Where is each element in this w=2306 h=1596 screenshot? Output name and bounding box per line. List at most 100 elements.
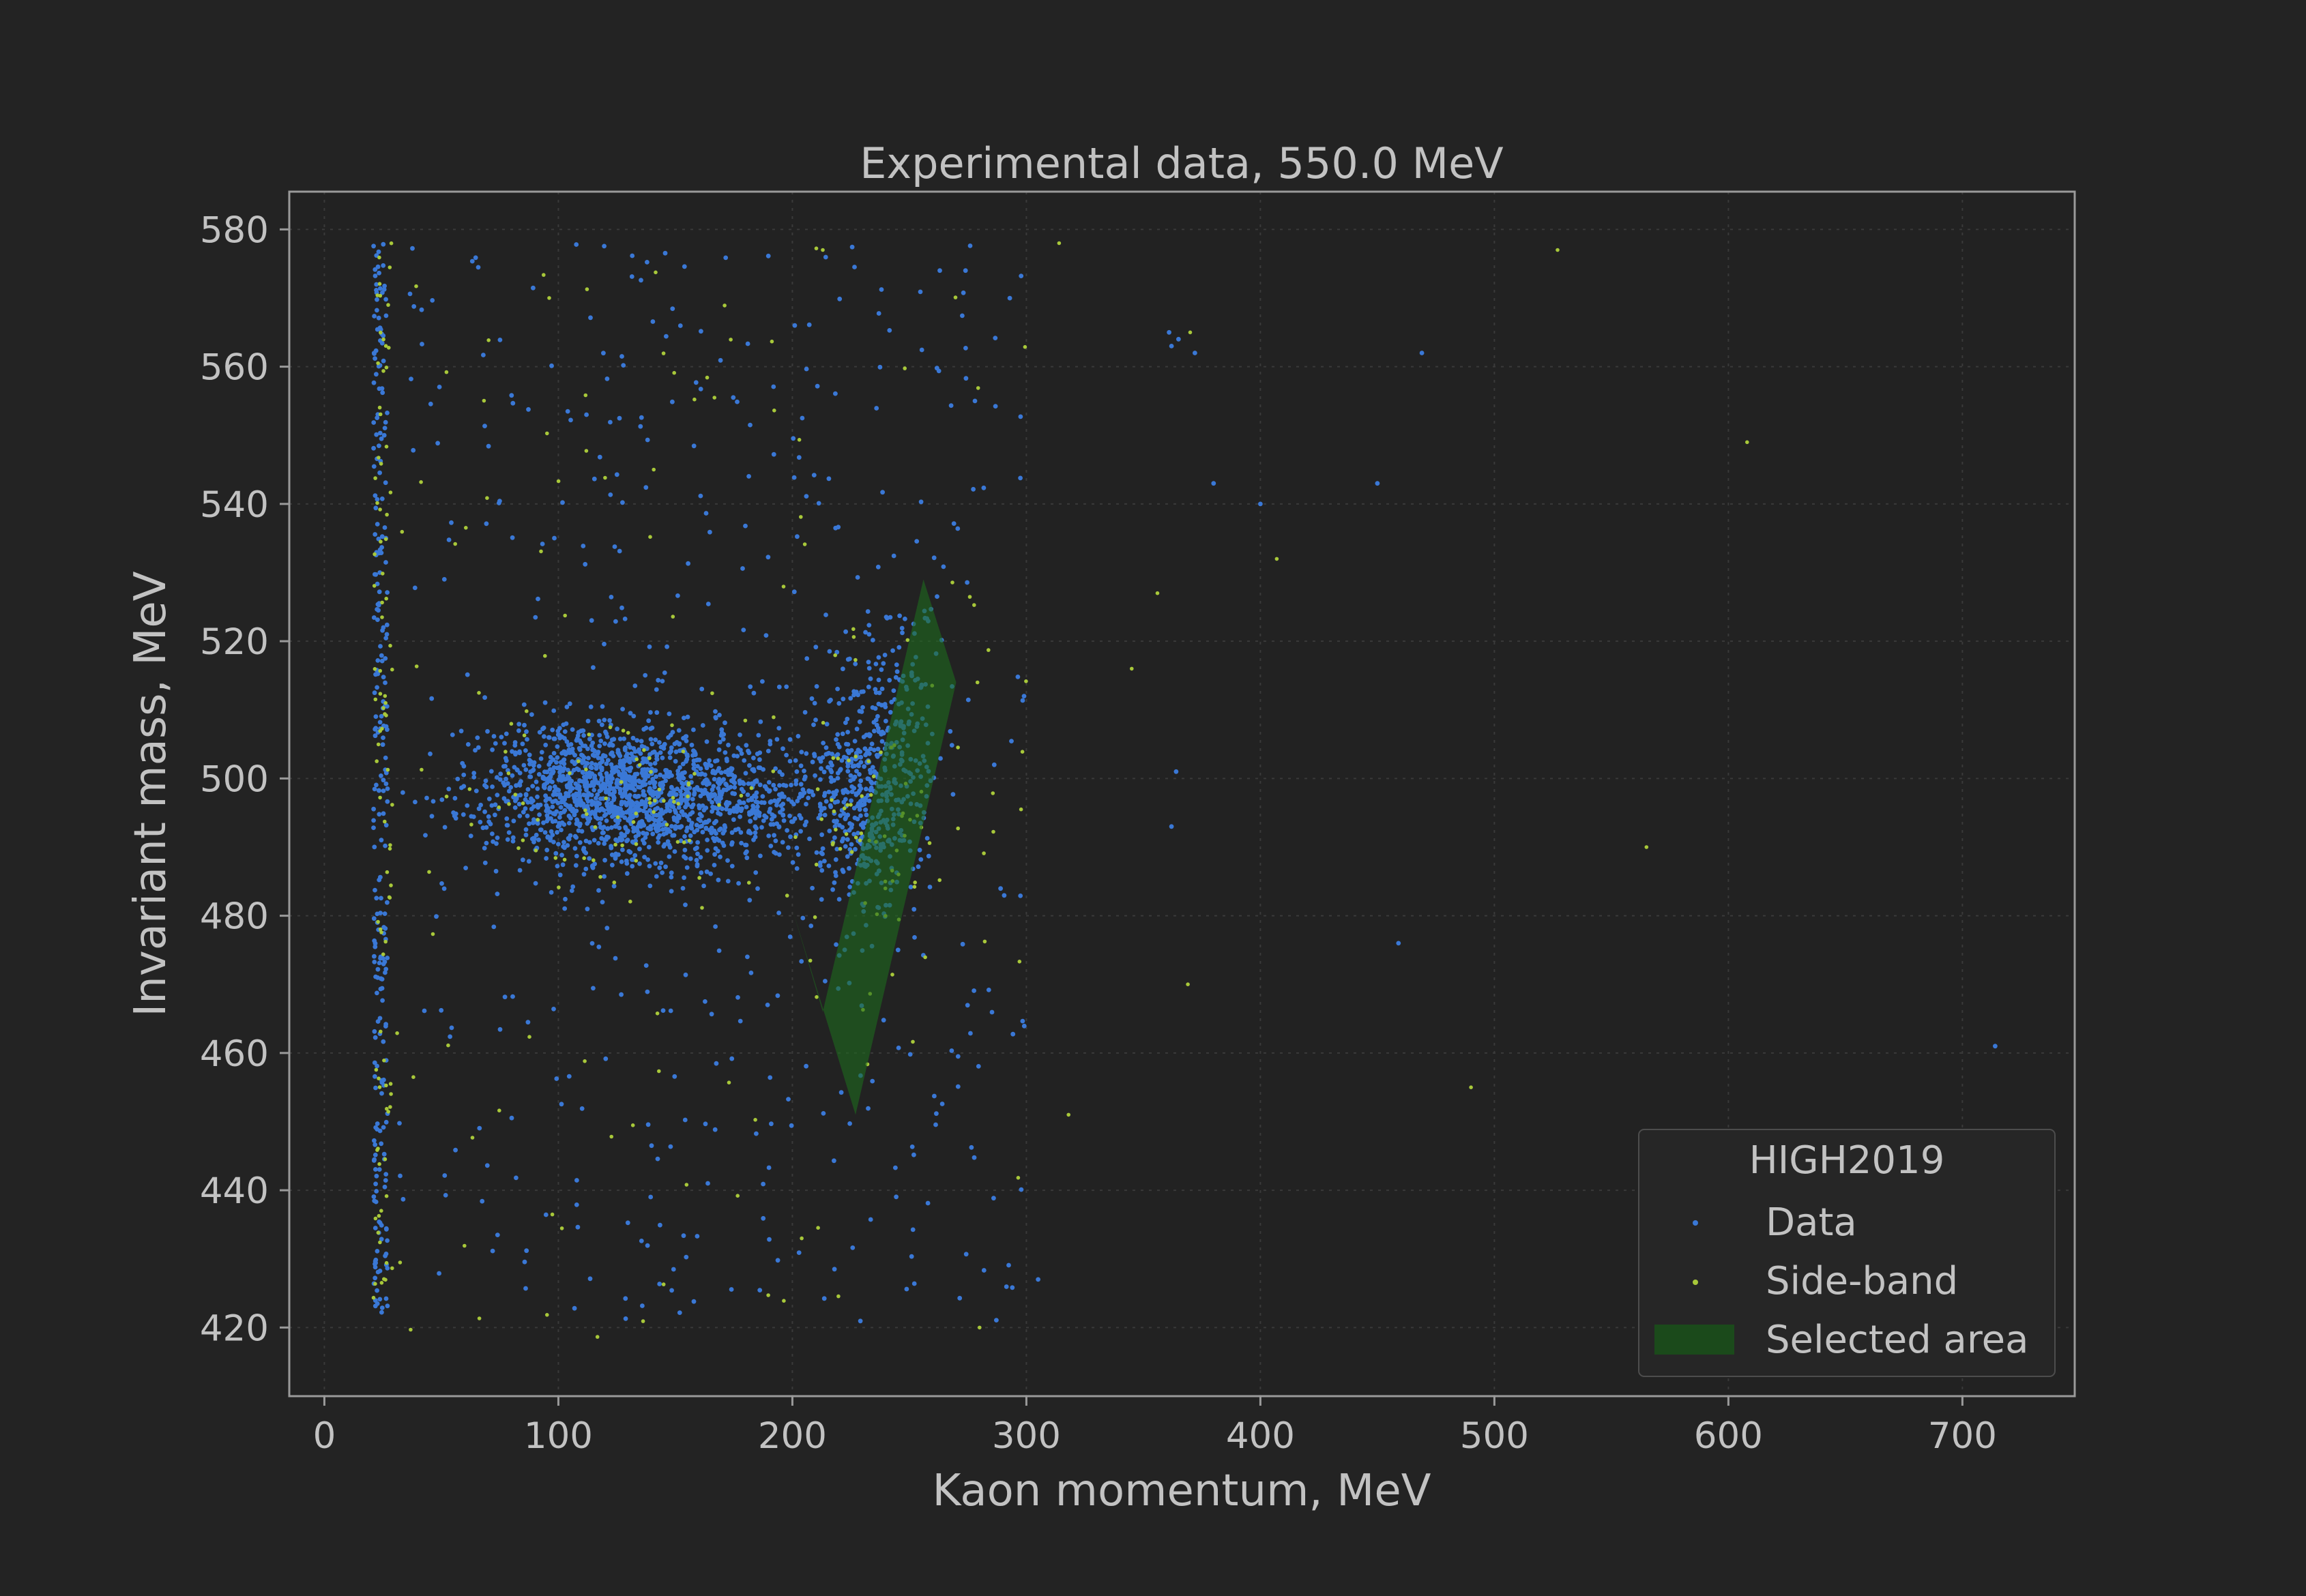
data-point xyxy=(542,700,548,705)
data-point xyxy=(647,644,652,649)
data-point xyxy=(872,728,877,734)
data-point xyxy=(789,782,793,788)
data-point xyxy=(480,1198,485,1204)
data-point xyxy=(780,840,785,845)
data-point xyxy=(792,323,798,328)
data-point xyxy=(773,786,778,792)
data-point xyxy=(497,777,503,782)
side-band-point xyxy=(642,748,646,752)
data-point xyxy=(650,831,656,837)
data-point xyxy=(503,776,508,782)
data-point xyxy=(738,733,742,737)
data-point xyxy=(516,801,522,807)
data-point xyxy=(377,470,382,475)
data-point xyxy=(378,338,383,343)
side-band-point xyxy=(628,900,632,904)
data-point xyxy=(375,990,379,996)
data-point xyxy=(799,750,804,754)
data-point xyxy=(562,777,568,782)
data-point xyxy=(642,767,647,772)
data-point xyxy=(868,676,873,681)
data-point xyxy=(731,777,736,782)
side-band-point xyxy=(1066,1112,1070,1117)
data-point xyxy=(654,710,660,715)
data-point xyxy=(841,696,846,702)
data-point xyxy=(585,906,590,912)
data-point xyxy=(748,818,753,824)
data-point xyxy=(680,809,685,814)
data-point xyxy=(641,823,647,828)
data-point xyxy=(556,842,561,846)
data-point xyxy=(791,801,796,807)
legend-marker-data xyxy=(1693,1220,1698,1226)
side-band-point xyxy=(385,767,390,772)
side-band-point xyxy=(676,801,680,806)
data-point xyxy=(881,730,886,736)
data-point xyxy=(377,430,383,436)
data-point xyxy=(776,911,781,915)
data-point xyxy=(804,1063,808,1069)
data-point xyxy=(761,1215,766,1221)
data-point xyxy=(729,772,735,778)
data-point xyxy=(790,860,796,865)
side-band-point xyxy=(377,405,382,410)
data-point xyxy=(376,249,381,254)
data-point xyxy=(760,679,765,684)
data-point xyxy=(804,751,809,756)
side-band-point xyxy=(1024,679,1028,683)
data-point xyxy=(718,733,724,738)
data-point xyxy=(676,728,682,733)
side-band-point xyxy=(1556,248,1560,252)
side-band-point xyxy=(376,361,380,366)
data-point xyxy=(1036,1277,1040,1282)
data-point xyxy=(991,1196,996,1201)
side-band-point xyxy=(834,827,838,832)
data-point xyxy=(976,1064,981,1069)
data-point xyxy=(557,872,563,878)
data-point xyxy=(383,480,388,486)
data-point xyxy=(620,500,625,505)
data-point xyxy=(551,751,557,756)
data-point xyxy=(765,748,771,754)
data-point xyxy=(541,725,546,730)
data-point xyxy=(609,737,615,742)
data-point xyxy=(1021,694,1027,698)
data-point xyxy=(765,555,771,560)
side-band-point xyxy=(383,700,388,705)
data-point xyxy=(531,767,536,773)
data-point xyxy=(627,768,632,773)
data-point xyxy=(584,771,589,776)
data-point xyxy=(382,426,388,430)
data-point xyxy=(654,757,660,762)
data-point xyxy=(422,1008,427,1014)
data-point xyxy=(508,785,514,790)
data-point xyxy=(865,793,871,798)
data-point xyxy=(780,807,785,812)
side-band-point xyxy=(879,750,883,754)
data-point xyxy=(371,1158,377,1163)
data-point xyxy=(677,323,683,328)
data-point xyxy=(858,1318,863,1324)
data-point xyxy=(628,850,633,855)
data-point xyxy=(890,648,895,653)
side-band-point xyxy=(975,680,980,685)
legend-label-side-band: Side-band xyxy=(1766,1259,1958,1303)
side-band-point xyxy=(509,722,514,726)
data-point xyxy=(671,791,677,797)
side-band-point xyxy=(1155,591,1160,595)
data-point xyxy=(832,1267,837,1272)
data-point xyxy=(383,843,388,848)
data-point xyxy=(570,884,576,889)
side-band-point xyxy=(470,1136,475,1140)
data-point xyxy=(712,863,717,868)
data-point xyxy=(522,1259,527,1265)
data-point xyxy=(713,715,718,720)
data-point xyxy=(381,811,386,816)
data-point xyxy=(719,779,724,784)
data-point xyxy=(525,799,531,805)
data-point xyxy=(729,842,734,847)
data-point xyxy=(849,244,855,250)
data-point xyxy=(731,395,736,400)
data-point xyxy=(471,814,476,819)
side-band-point xyxy=(562,857,567,862)
